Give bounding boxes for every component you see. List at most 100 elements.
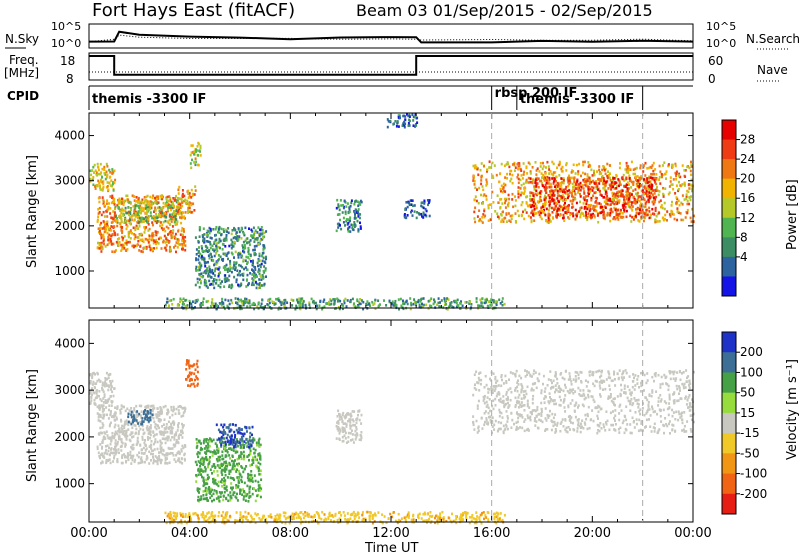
echo-cell	[548, 219, 550, 222]
echo-cell	[569, 191, 571, 194]
echo-cell	[218, 228, 220, 231]
echo-cell	[118, 244, 120, 247]
echo-cell	[603, 177, 605, 180]
echo-cell	[562, 199, 564, 202]
echo-cell	[141, 417, 143, 420]
echo-cell	[147, 438, 149, 441]
echo-cell	[507, 205, 509, 208]
echo-cell	[169, 246, 171, 249]
echo-cell	[153, 239, 155, 242]
echo-cell	[153, 435, 155, 438]
echo-cell	[228, 275, 230, 278]
echo-cell	[165, 452, 167, 455]
echo-cell	[210, 283, 212, 286]
echo-cell	[242, 273, 244, 276]
beam-date-label: Beam 03 01/Sep/2015 - 02/Sep/2015	[356, 1, 653, 20]
echo-cell	[199, 229, 201, 232]
echo-cell	[563, 182, 565, 185]
echo-cell	[105, 383, 107, 386]
echo-cell	[246, 237, 248, 240]
echo-cell	[137, 213, 139, 216]
echo-cell	[190, 204, 192, 207]
echo-cell	[517, 190, 519, 193]
echo-cell	[197, 499, 199, 502]
echo-cell	[663, 161, 665, 164]
echo-cell	[592, 189, 594, 192]
station-title: Fort Hays East (fitACF)	[92, 0, 295, 21]
echo-cell	[121, 462, 123, 465]
echo-cell	[102, 455, 104, 458]
echo-cell	[127, 428, 129, 431]
echo-cell	[232, 245, 234, 248]
echo-cell	[184, 407, 186, 410]
echo-cell	[556, 216, 558, 219]
echo-cell	[127, 416, 129, 419]
echo-cell	[501, 163, 503, 166]
echo-cell	[533, 185, 535, 188]
echo-cell	[146, 458, 148, 461]
echo-cell	[682, 219, 684, 222]
echo-cell	[138, 462, 140, 465]
echo-cell	[245, 256, 247, 259]
echo-cell	[659, 165, 661, 168]
echo-cell	[102, 187, 104, 190]
echo-cell	[633, 173, 635, 176]
echo-cell	[553, 177, 555, 180]
echo-cell	[419, 304, 421, 307]
echo-cell	[110, 395, 112, 398]
echo-cell	[182, 414, 184, 417]
echo-cell	[562, 217, 564, 220]
echo-cell	[176, 223, 178, 226]
echo-cell	[159, 210, 161, 213]
echo-cell	[594, 209, 596, 212]
echo-cell	[195, 269, 197, 272]
echo-cell	[189, 385, 191, 388]
echo-cell	[91, 394, 93, 397]
echo-cell	[628, 175, 630, 178]
echo-cell	[575, 209, 577, 212]
echo-cell	[504, 190, 506, 193]
echo-cell	[398, 125, 400, 128]
echo-cell	[171, 213, 173, 216]
echo-cell	[222, 499, 224, 502]
echo-cell	[195, 148, 197, 151]
echo-cell	[141, 452, 143, 455]
echo-cell	[631, 161, 633, 164]
echo-cell	[284, 305, 286, 308]
echo-cell	[253, 227, 255, 230]
noise-panel: N.Sky 10^5 10^0 10^5 10^0 N.Search	[5, 20, 800, 50]
echo-cell	[637, 192, 639, 195]
echo-cell	[344, 302, 346, 305]
echo-cell	[103, 431, 105, 434]
echo-cell	[284, 302, 286, 305]
echo-cell	[139, 234, 141, 237]
echo-cell	[101, 237, 103, 240]
echo-cell	[99, 244, 101, 247]
echo-cell	[291, 299, 293, 302]
echo-cell	[201, 258, 203, 261]
echo-cell	[347, 299, 349, 302]
echo-cell	[160, 215, 162, 218]
echo-cell	[299, 302, 301, 305]
echo-cell	[676, 207, 678, 210]
echo-cell	[497, 194, 499, 197]
echo-cell	[544, 214, 546, 217]
echo-cell	[148, 201, 150, 204]
echo-cell	[504, 303, 506, 306]
echo-cell	[165, 237, 167, 240]
echo-cell	[202, 238, 204, 241]
echo-cell	[541, 172, 543, 175]
echo-cell	[594, 174, 596, 177]
echo-cell	[132, 459, 134, 462]
echo-cell	[366, 300, 368, 303]
echo-cell	[368, 303, 370, 306]
echo-cell	[606, 163, 608, 166]
echo-cell	[496, 174, 498, 177]
echo-cell	[183, 298, 185, 301]
echo-cell	[523, 171, 525, 174]
echo-cell	[577, 186, 579, 189]
echo-cell	[482, 189, 484, 192]
echo-cell	[623, 201, 625, 204]
echo-cell	[238, 470, 240, 473]
echo-cell	[176, 452, 178, 455]
